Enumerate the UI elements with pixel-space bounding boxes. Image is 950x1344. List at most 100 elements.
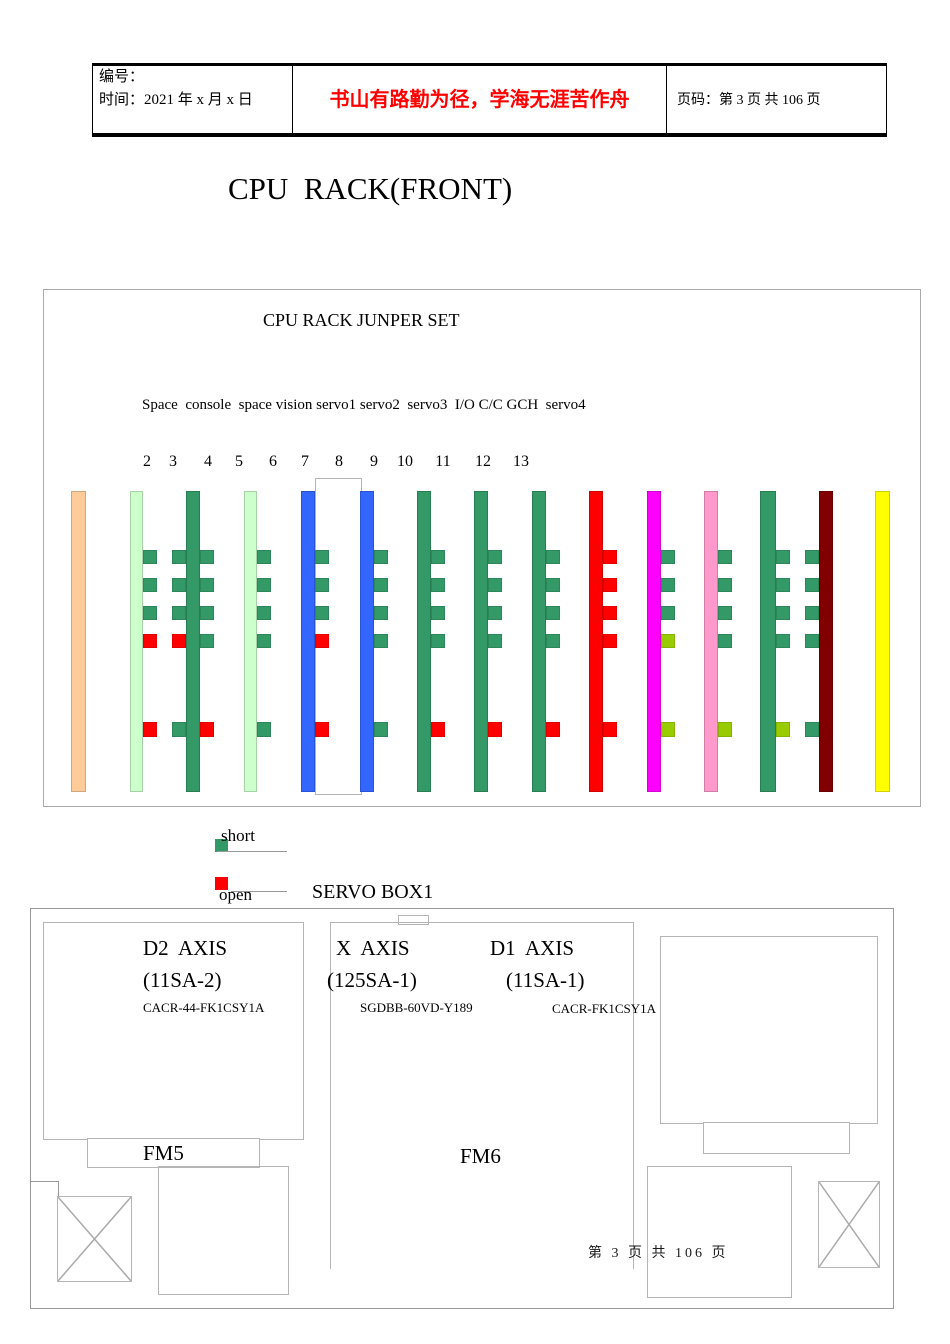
jumper-bar-peach: [71, 491, 86, 792]
jumper-tab-short: [257, 578, 271, 592]
jumper-tab-short: [661, 606, 675, 620]
jumper-tab-short: [805, 634, 819, 648]
servo-module-d1-name: D1 AXIS: [490, 936, 575, 960]
jumper-tab-open: [603, 634, 617, 648]
jumper-tab-open: [315, 722, 329, 737]
jumper-tab-short: [374, 550, 388, 564]
jumper-tab-short: [718, 550, 732, 564]
jumper-tab-short: [805, 550, 819, 564]
jumper-tab-short: [805, 722, 819, 737]
jumper-diagram-title: CPU RACK JUNPER SET: [263, 310, 460, 330]
slot-number-6: 6: [269, 453, 277, 470]
jumper-tab-short: [257, 634, 271, 648]
header-time-label: 时间：2021 年 x 月 x 日: [99, 92, 253, 108]
jumper-tab-short: [718, 634, 732, 648]
jumper-tab-short: [488, 550, 502, 564]
jumper-tab-short: [718, 578, 732, 592]
jumper-tab-short: [200, 634, 214, 648]
footer-page-number: 第 3 页 共 106 页: [588, 1246, 729, 1261]
jumper-bar-maroon: [819, 491, 833, 792]
jumper-bar-green: [474, 491, 488, 792]
jumper-tab-short: [546, 550, 560, 564]
slot-number-9: 9: [370, 453, 378, 470]
jumper-tab-olive: [718, 722, 732, 737]
jumper-tab-short: [546, 606, 560, 620]
slot-number-12: 12: [475, 453, 491, 470]
jumper-tab-short: [143, 578, 157, 592]
fm5-tab-label: FM5: [143, 1141, 184, 1165]
servo-module-x-code: (125SA-1): [327, 968, 417, 992]
jumper-tab-short: [374, 578, 388, 592]
jumper-tab-short: [776, 550, 790, 564]
jumper-tab-open: [603, 550, 617, 564]
jumper-tab-open: [603, 606, 617, 620]
header-border-left: [92, 63, 93, 137]
jumper-tab-short: [257, 550, 271, 564]
jumper-tab-short: [661, 550, 675, 564]
jumper-tab-short: [143, 606, 157, 620]
lower-left-step-rect: [30, 1181, 59, 1254]
jumper-bar-red: [589, 491, 603, 792]
jumper-bar-yellow: [875, 491, 890, 792]
jumper-tab-short: [488, 578, 502, 592]
servo-module-d1-part: CACR-FK1CSY1A: [552, 1001, 657, 1016]
jumper-tab-short: [200, 550, 214, 564]
header-top-border: [92, 63, 886, 66]
legend-short-label: short: [221, 826, 255, 845]
jumper-tab-open: [315, 634, 329, 648]
x-cross-icon: [58, 1197, 131, 1281]
jumper-tab-olive: [776, 722, 790, 737]
jumper-tab-open: [603, 578, 617, 592]
jumper-tab-short: [546, 578, 560, 592]
jumper-tab-short: [661, 578, 675, 592]
servo-module-x-name: X AXIS: [336, 936, 410, 960]
jumper-tab-short: [776, 606, 790, 620]
open-swatch-icon: [215, 877, 228, 890]
slot-labels-row: Space console space vision servo1 servo2…: [142, 397, 586, 413]
jumper-tab-short: [200, 578, 214, 592]
servo-module-x-d1-box: [330, 922, 634, 1269]
servo-module-d1-code: (11SA-1): [506, 968, 585, 992]
header-border-right: [886, 63, 887, 137]
servo-module-d2-code: (11SA-2): [143, 968, 222, 992]
jumper-tab-short: [172, 606, 186, 620]
crossed-box-right: [818, 1181, 880, 1268]
jumper-diagram-box: [43, 289, 921, 807]
jumper-tab-short: [805, 606, 819, 620]
jumper-tab-short: [431, 606, 445, 620]
slot-number-10: 10: [397, 453, 413, 470]
jumper-tab-short: [431, 578, 445, 592]
servo-module-d2-name: D2 AXIS: [143, 936, 228, 960]
jumper-tab-olive: [661, 722, 675, 737]
jumper-tab-open: [488, 722, 502, 737]
jumper-tab-short: [315, 606, 329, 620]
jumper-tab-short: [488, 606, 502, 620]
jumper-tab-olive: [661, 634, 675, 648]
page-title: CPU RACK(FRONT): [228, 171, 513, 206]
jumper-tab-open: [431, 722, 445, 737]
jumper-tab-short: [776, 578, 790, 592]
crossed-box-left: [57, 1196, 132, 1282]
header-divider-2: [666, 63, 667, 137]
header-page-label: 页码：第 3 页 共 106 页: [677, 93, 821, 108]
jumper-bar-ltgreen: [130, 491, 143, 792]
legend-short-underline: [217, 851, 287, 852]
servo-module2-notch: [398, 915, 429, 925]
jumper-tab-open: [172, 634, 186, 648]
servo-box-outline: [30, 908, 894, 1309]
lower-rect-under-fm5: [158, 1166, 289, 1295]
jumper-tab-short: [172, 578, 186, 592]
jumper-bar-ltgreen: [244, 491, 257, 792]
servo-module-x-part: SGDBB-60VD-Y189: [360, 1000, 473, 1015]
x-cross-icon: [819, 1182, 879, 1267]
jumper-tab-short: [488, 634, 502, 648]
servo-module-right-tab-box: [703, 1122, 850, 1154]
servo-box-title: SERVO BOX1: [312, 881, 434, 903]
fm5-tab-box: [87, 1138, 260, 1168]
jumper-bar-blue: [360, 491, 374, 792]
jumper-bar-green: [186, 491, 200, 792]
slot-number-13: 13: [513, 453, 529, 470]
servo-module-d2-part: CACR-44-FK1CSY1A: [143, 1000, 265, 1015]
jumper-tab-short: [374, 606, 388, 620]
slot-number-3: 3: [169, 453, 177, 470]
